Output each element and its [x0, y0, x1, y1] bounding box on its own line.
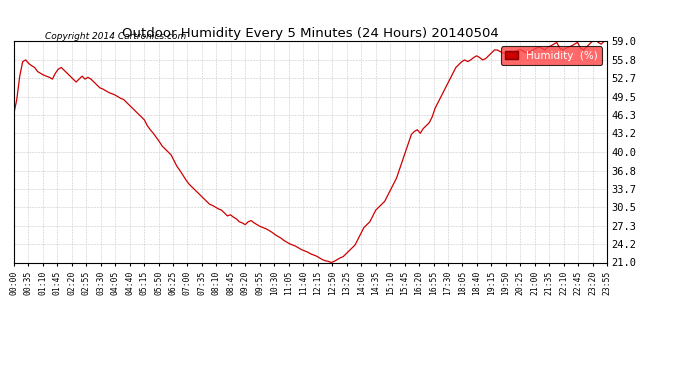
Text: Copyright 2014 Cartronics.com: Copyright 2014 Cartronics.com: [45, 32, 186, 41]
Legend: Humidity  (%): Humidity (%): [501, 46, 602, 65]
Title: Outdoor Humidity Every 5 Minutes (24 Hours) 20140504: Outdoor Humidity Every 5 Minutes (24 Hou…: [122, 27, 499, 40]
